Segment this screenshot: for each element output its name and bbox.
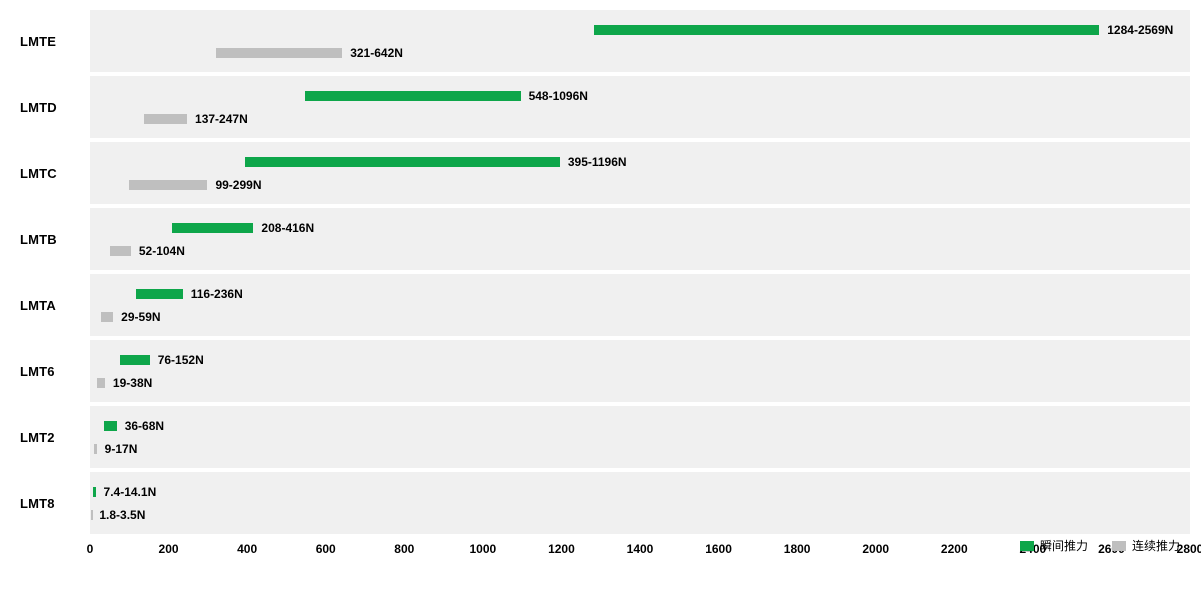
x-tick: 1400: [627, 542, 654, 556]
bar-label-cont: 52-104N: [139, 244, 185, 258]
bar-label-peak: 395-1196N: [568, 155, 627, 169]
bar-peak: [136, 289, 183, 299]
bar-area: 76-152N 19-38N: [90, 340, 1190, 402]
bar-area: 395-1196N 99-299N: [90, 142, 1190, 204]
bar-cont: [101, 312, 113, 322]
bar-line-peak: 395-1196N: [90, 155, 1190, 169]
x-tick: 400: [237, 542, 257, 556]
bar-label-cont: 9-17N: [105, 442, 138, 456]
bar-line-peak: 36-68N: [90, 419, 1190, 433]
bar-line-peak: 116-236N: [90, 287, 1190, 301]
bar-label-peak: 116-236N: [191, 287, 243, 301]
chart-row: LMTB 208-416N 52-104N: [20, 208, 1190, 270]
bar-area: 548-1096N 137-247N: [90, 76, 1190, 138]
bar-cont: [144, 114, 187, 124]
bar-peak: [93, 487, 96, 497]
bar-line-cont: 9-17N: [90, 442, 1190, 456]
bar-peak: [172, 223, 254, 233]
chart-row: LMT8 7.4-14.1N 1.8-3.5N: [20, 472, 1190, 534]
bar-cont: [94, 444, 97, 454]
bar-line-cont: 137-247N: [90, 112, 1190, 126]
bar-label-cont: 321-642N: [350, 46, 403, 60]
bar-label-peak: 36-68N: [125, 419, 164, 433]
bar-peak: [305, 91, 520, 101]
bar-line-cont: 321-642N: [90, 46, 1190, 60]
bar-cont: [129, 180, 208, 190]
category-label: LMT2: [20, 406, 90, 468]
bar-cont: [216, 48, 342, 58]
bar-area: 116-236N 29-59N: [90, 274, 1190, 336]
chart-row: LMT6 76-152N 19-38N: [20, 340, 1190, 402]
x-tick: 1800: [784, 542, 811, 556]
category-label: LMT6: [20, 340, 90, 402]
bar-label-peak: 548-1096N: [529, 89, 588, 103]
x-tick: 2200: [941, 542, 968, 556]
legend-item-peak: 瞬间推力: [1020, 537, 1088, 554]
chart-row: LMTC 395-1196N 99-299N: [20, 142, 1190, 204]
x-tick: 1600: [705, 542, 732, 556]
category-label: LMTB: [20, 208, 90, 270]
bar-cont: [91, 510, 93, 520]
chart-row: LMTD 548-1096N 137-247N: [20, 76, 1190, 138]
bar-area: 1284-2569N 321-642N: [90, 10, 1190, 72]
bar-label-cont: 1.8-3.5N: [99, 508, 145, 522]
bar-label-peak: 1284-2569N: [1107, 23, 1173, 37]
bar-line-cont: 52-104N: [90, 244, 1190, 258]
x-tick: 2800: [1177, 542, 1201, 556]
bar-peak: [104, 421, 117, 431]
bar-line-cont: 99-299N: [90, 178, 1190, 192]
bar-line-peak: 76-152N: [90, 353, 1190, 367]
bar-line-peak: 208-416N: [90, 221, 1190, 235]
bar-area: 7.4-14.1N 1.8-3.5N: [90, 472, 1190, 534]
bar-label-peak: 76-152N: [158, 353, 204, 367]
bar-label-peak: 208-416N: [261, 221, 314, 235]
legend: 瞬间推力 连续推力: [1020, 537, 1180, 554]
legend-item-cont: 连续推力: [1112, 537, 1180, 554]
x-tick: 200: [159, 542, 179, 556]
category-label: LMTD: [20, 76, 90, 138]
bar-label-cont: 99-299N: [215, 178, 261, 192]
x-tick: 2000: [862, 542, 889, 556]
x-tick: 1000: [469, 542, 496, 556]
x-tick: 0: [87, 542, 94, 556]
category-label: LMT8: [20, 472, 90, 534]
category-label: LMTE: [20, 10, 90, 72]
x-tick: 600: [316, 542, 336, 556]
bar-line-peak: 1284-2569N: [90, 23, 1190, 37]
category-label: LMTC: [20, 142, 90, 204]
chart-rows: LMTE 1284-2569N 321-642N LMTD 548-1096N 137-2…: [20, 10, 1190, 534]
range-bar-chart: LMTE 1284-2569N 321-642N LMTD 548-1096N 137-2…: [20, 10, 1190, 562]
bar-line-peak: 548-1096N: [90, 89, 1190, 103]
bar-area: 208-416N 52-104N: [90, 208, 1190, 270]
bar-peak: [594, 25, 1099, 35]
bar-area: 36-68N 9-17N: [90, 406, 1190, 468]
chart-row: LMTE 1284-2569N 321-642N: [20, 10, 1190, 72]
bar-label-cont: 137-247N: [195, 112, 248, 126]
bar-label-cont: 29-59N: [121, 310, 160, 324]
category-label: LMTA: [20, 274, 90, 336]
legend-swatch-peak: [1020, 541, 1034, 551]
chart-row: LMTA 116-236N 29-59N: [20, 274, 1190, 336]
bar-label-peak: 7.4-14.1N: [104, 485, 157, 499]
bar-line-cont: 29-59N: [90, 310, 1190, 324]
bar-peak: [120, 355, 150, 365]
x-tick: 800: [394, 542, 414, 556]
bar-label-cont: 19-38N: [113, 376, 152, 390]
bar-line-cont: 1.8-3.5N: [90, 508, 1190, 522]
legend-label-peak: 瞬间推力: [1040, 537, 1088, 554]
legend-swatch-cont: [1112, 541, 1126, 551]
chart-row: LMT2 36-68N 9-17N: [20, 406, 1190, 468]
bar-line-cont: 19-38N: [90, 376, 1190, 390]
bar-peak: [245, 157, 560, 167]
bar-line-peak: 7.4-14.1N: [90, 485, 1190, 499]
bar-cont: [97, 378, 104, 388]
legend-label-cont: 连续推力: [1132, 537, 1180, 554]
x-tick: 1200: [548, 542, 575, 556]
bar-cont: [110, 246, 130, 256]
